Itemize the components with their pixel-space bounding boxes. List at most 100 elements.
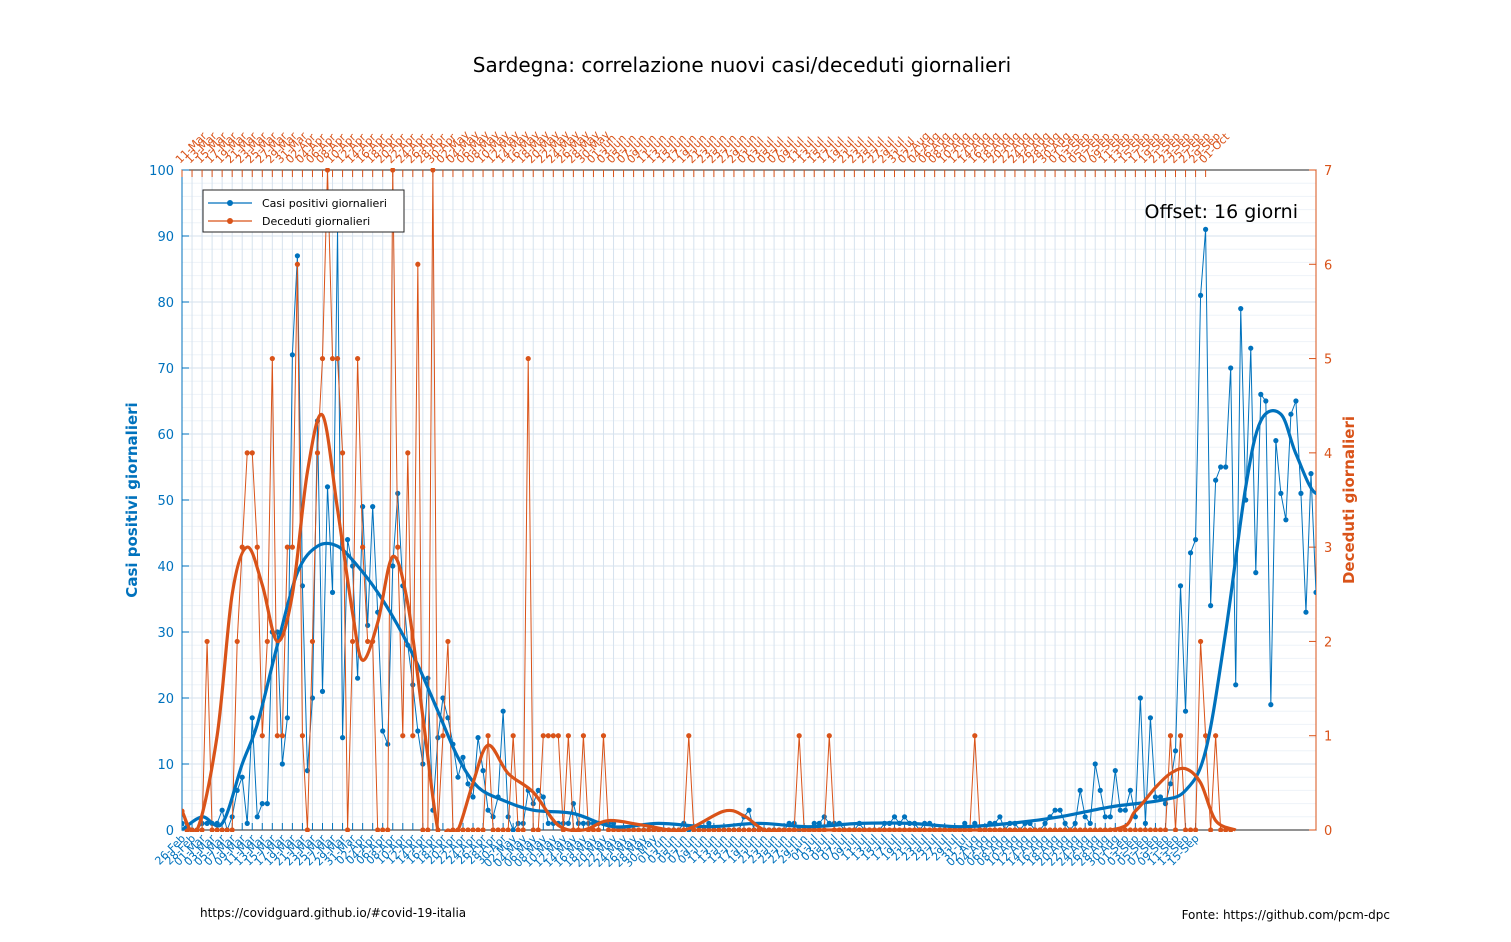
y-axis-label-right: Deceduti giornalieri: [1340, 416, 1358, 584]
cases-point: [219, 807, 225, 813]
deaths-point: [636, 827, 642, 832]
left-axis: 0 10 20 30 40 50 60 70 80 90 100: [149, 164, 189, 839]
deaths-point: [751, 827, 757, 832]
cases-point: [480, 768, 486, 774]
cases-point: [1062, 820, 1068, 827]
deaths-point: [711, 827, 717, 832]
deaths-point: [264, 638, 270, 645]
bottom-axis: 26-Feb28-Feb01-Mar03-Mar05-Mar07-Mar09-M…: [152, 823, 1202, 870]
cases-point: [1238, 306, 1244, 312]
cases-point: [1087, 820, 1093, 827]
deaths-point: [535, 827, 541, 832]
cases-point: [1092, 761, 1098, 767]
deaths-point: [515, 827, 521, 832]
deaths-point: [686, 733, 692, 739]
y-axis-label-left: Casi positivi giornalieri: [123, 402, 141, 597]
cases-point: [1197, 292, 1204, 298]
cases-point: [465, 781, 471, 787]
right-tick-label: 4: [1324, 447, 1332, 462]
deaths-point: [741, 827, 747, 832]
deaths-point: [580, 733, 587, 739]
cases-point: [1112, 768, 1118, 774]
deaths-point: [1172, 827, 1179, 832]
cases-point: [500, 708, 506, 714]
cases-point: [1147, 715, 1154, 721]
cases-point: [545, 820, 551, 827]
cases-point: [370, 504, 376, 510]
left-tick-label: 0: [166, 824, 174, 839]
deaths-point: [1213, 733, 1219, 739]
cases-point: [891, 814, 898, 820]
top-axis: 11-Mar13-Mar15-Mar17-Mar19-Mar21-Mar23-M…: [173, 128, 1233, 177]
deaths-point: [1182, 827, 1189, 832]
cases-point: [1258, 391, 1264, 397]
deaths-point: [540, 733, 546, 739]
deaths-point: [465, 827, 471, 832]
deaths-point: [646, 827, 652, 832]
cases-point: [1303, 609, 1309, 615]
cases-point: [420, 761, 426, 767]
left-tick-label: 50: [157, 494, 174, 509]
cases-point: [339, 735, 346, 741]
cases-point: [470, 794, 476, 800]
right-axis: 0 1 2 3 4 5 6 7: [1309, 164, 1332, 839]
deaths-point: [209, 827, 215, 832]
deaths-point: [304, 827, 311, 832]
deaths-point: [826, 733, 832, 739]
deaths-point: [706, 827, 712, 832]
deaths-point: [365, 638, 371, 645]
cases-point: [435, 735, 441, 741]
cases-point: [1233, 682, 1239, 688]
deaths-point: [736, 827, 742, 832]
cases-point: [962, 820, 968, 827]
cases-point: [1107, 814, 1113, 820]
deaths-point: [1197, 638, 1204, 645]
cases-point: [1152, 794, 1159, 800]
deaths-point: [595, 827, 602, 832]
deaths-point: [309, 638, 316, 645]
cases-point: [1228, 365, 1234, 371]
deaths-point: [495, 827, 501, 832]
deaths-point: [1177, 733, 1184, 739]
cases-point: [1313, 589, 1316, 595]
cases-point: [254, 814, 260, 820]
deaths-point: [339, 450, 346, 456]
deaths-point: [721, 827, 727, 832]
cases-point: [355, 675, 361, 681]
deaths-point: [380, 827, 386, 832]
cases-point: [1102, 814, 1108, 820]
deaths-point: [319, 355, 326, 362]
deaths-point: [726, 827, 732, 832]
deaths-point: [1218, 827, 1224, 832]
legend-box: [202, 189, 405, 233]
cases-point: [1293, 398, 1299, 404]
cases-point: [1273, 438, 1279, 444]
deaths-point: [224, 827, 230, 832]
deaths-point: [490, 827, 496, 832]
cases-point: [390, 563, 396, 569]
deaths-point: [410, 733, 416, 739]
left-tick-label: 40: [157, 560, 174, 575]
legend: Casi positivi giornalieri Deceduti giorn…: [202, 189, 405, 233]
deaths-point: [430, 168, 436, 173]
legend-cases-label: Casi positivi giornalieri: [262, 197, 387, 210]
deaths-point: [254, 544, 260, 550]
deaths-point: [505, 827, 511, 832]
deaths-point: [1187, 827, 1194, 832]
right-tick-label: 7: [1324, 164, 1332, 179]
chart-title: Sardegna: correlazione nuovi casi/decedu…: [473, 53, 1011, 77]
cases-point: [1077, 787, 1083, 794]
cases-point: [746, 807, 752, 813]
cases-point: [535, 787, 541, 794]
deaths-point: [525, 355, 531, 362]
cases-point: [1137, 695, 1143, 701]
cases-point: [380, 728, 386, 734]
cases-point: [1298, 490, 1304, 496]
deaths-point: [279, 733, 285, 739]
deaths-point: [1192, 827, 1199, 832]
deaths-point: [630, 827, 637, 832]
deaths-point: [1167, 733, 1174, 739]
cases-point: [1283, 517, 1289, 523]
left-tick-label: 60: [157, 428, 174, 443]
deaths-point: [329, 355, 336, 362]
